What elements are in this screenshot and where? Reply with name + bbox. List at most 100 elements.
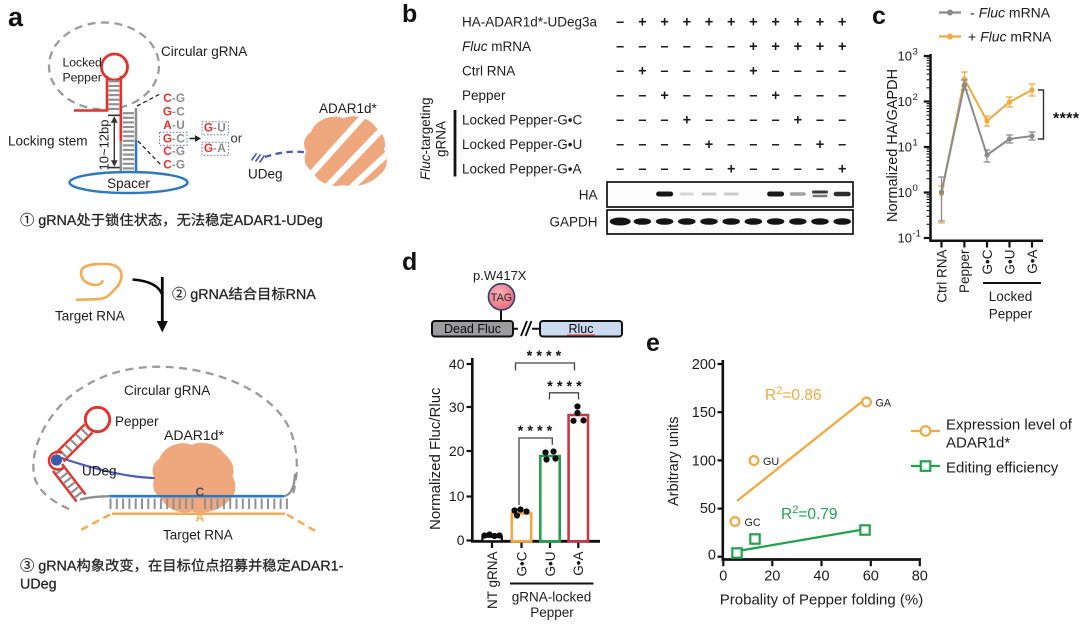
svg-text:G: G: [204, 121, 213, 135]
svg-text:G: G: [176, 91, 185, 105]
svg-text:0: 0: [719, 569, 727, 585]
svg-text:–: –: [683, 162, 691, 178]
svg-text:–: –: [838, 113, 846, 129]
svg-text:-: -: [172, 93, 176, 105]
svg-text:–: –: [794, 88, 802, 104]
svg-text:UDeg: UDeg: [248, 167, 283, 182]
svg-text:GAPDH: GAPDH: [549, 215, 597, 230]
svg-text:80: 80: [912, 569, 928, 585]
svg-text:Target RNA: Target RNA: [163, 528, 233, 543]
svg-text:Pepper: Pepper: [530, 605, 574, 620]
svg-text:C: C: [176, 105, 185, 119]
svg-text:Locked Pepper-G•U: Locked Pepper-G•U: [462, 137, 582, 152]
svg-text:–: –: [638, 88, 646, 104]
svg-text:Target RNA: Target RNA: [55, 309, 125, 324]
svg-text:G: G: [176, 158, 185, 172]
svg-text:–: –: [661, 39, 669, 55]
svg-text:-: -: [172, 146, 176, 158]
svg-text:A: A: [195, 511, 204, 525]
svg-text:Locked: Locked: [63, 56, 102, 70]
svg-text:Pepper: Pepper: [957, 249, 972, 293]
svg-text:Locked: Locked: [989, 289, 1033, 304]
svg-text:+: +: [660, 15, 668, 31]
svg-text:Locked Pepper-G•A: Locked Pepper-G•A: [462, 162, 582, 177]
svg-text:–: –: [616, 64, 624, 80]
svg-text:a: a: [8, 2, 24, 32]
svg-text:C: C: [176, 132, 185, 146]
svg-text:3: 3: [913, 47, 918, 58]
svg-text:+: +: [771, 88, 779, 104]
svg-text:+: +: [838, 162, 846, 178]
svg-text:-1: -1: [913, 229, 921, 240]
svg-text:Circular gRNA: Circular gRNA: [124, 383, 210, 398]
svg-text:Fluc-targeting: Fluc-targeting: [418, 97, 433, 180]
svg-text:G•C: G•C: [980, 249, 995, 274]
svg-text:–: –: [661, 113, 669, 129]
svg-text:ADAR1d*: ADAR1d*: [319, 101, 378, 116]
svg-text:–: –: [816, 113, 824, 129]
svg-text:ADAR1d*: ADAR1d*: [946, 435, 1010, 452]
svg-text:HA: HA: [579, 188, 598, 203]
svg-text:C: C: [195, 485, 204, 499]
svg-text:10: 10: [898, 231, 912, 246]
svg-text:0: 0: [913, 183, 918, 194]
svg-text:–: –: [616, 162, 624, 178]
svg-text:GA: GA: [876, 398, 892, 410]
svg-text:c: c: [872, 2, 886, 30]
svg-text:2: 2: [913, 92, 918, 103]
svg-text:–: –: [616, 15, 624, 31]
svg-text:10~12bp: 10~12bp: [97, 120, 112, 171]
svg-text:GC: GC: [745, 517, 761, 529]
svg-text:-: -: [213, 122, 217, 134]
svg-text:G•A: G•A: [571, 552, 586, 576]
svg-text:-: -: [172, 133, 176, 145]
svg-text:R2=0.79: R2=0.79: [781, 504, 838, 523]
svg-text:Arbitrary units: Arbitrary units: [666, 417, 682, 506]
svg-text:+: +: [816, 39, 824, 55]
svg-text:Locking stem: Locking stem: [8, 134, 88, 149]
svg-text:C: C: [163, 158, 172, 172]
svg-text:+: +: [683, 15, 691, 31]
svg-text:–: –: [727, 88, 735, 104]
svg-text:U: U: [176, 118, 185, 132]
svg-text:gRNA: gRNA: [434, 121, 449, 157]
svg-text:–: –: [838, 64, 846, 80]
svg-text:–: –: [683, 39, 691, 55]
svg-text:+ Fluc mRNA: + Fluc mRNA: [968, 28, 1052, 44]
svg-text:+: +: [771, 39, 779, 55]
svg-text:–: –: [705, 113, 713, 129]
svg-text:+: +: [727, 15, 735, 31]
svg-text:–: –: [794, 137, 802, 153]
svg-text:100: 100: [692, 454, 716, 470]
svg-text:+: +: [638, 15, 646, 31]
svg-text:-: -: [213, 143, 217, 155]
svg-text:+: +: [638, 64, 646, 80]
svg-text:- Fluc mRNA: - Fluc mRNA: [970, 4, 1051, 20]
svg-text:+: +: [794, 113, 802, 129]
svg-text:G: G: [204, 141, 213, 155]
svg-text:+: +: [816, 15, 824, 31]
svg-text:Ctrl RNA: Ctrl RNA: [462, 64, 515, 79]
svg-text:G: G: [176, 144, 185, 158]
svg-text:–: –: [727, 64, 735, 80]
svg-text:Normalized HA/GAPDH: Normalized HA/GAPDH: [885, 69, 901, 222]
svg-text:–: –: [727, 39, 735, 55]
svg-text:10: 10: [898, 185, 912, 200]
svg-text:G: G: [163, 105, 172, 119]
svg-text:G•C: G•C: [514, 551, 529, 576]
svg-text:-: -: [172, 106, 176, 118]
svg-text:+: +: [838, 15, 846, 31]
svg-text:TAG: TAG: [491, 292, 512, 304]
svg-text:e: e: [646, 329, 660, 357]
svg-text:–: –: [772, 137, 780, 153]
svg-text:–: –: [616, 39, 624, 55]
svg-text:-: -: [172, 159, 176, 171]
svg-text:–: –: [772, 64, 780, 80]
svg-text:10: 10: [898, 140, 912, 155]
svg-text:–: –: [749, 162, 757, 178]
svg-text:–: –: [638, 137, 646, 153]
svg-text:-: -: [172, 120, 176, 132]
svg-text:10: 10: [449, 488, 465, 504]
svg-text:20: 20: [449, 443, 465, 459]
svg-text:d: d: [402, 248, 417, 276]
